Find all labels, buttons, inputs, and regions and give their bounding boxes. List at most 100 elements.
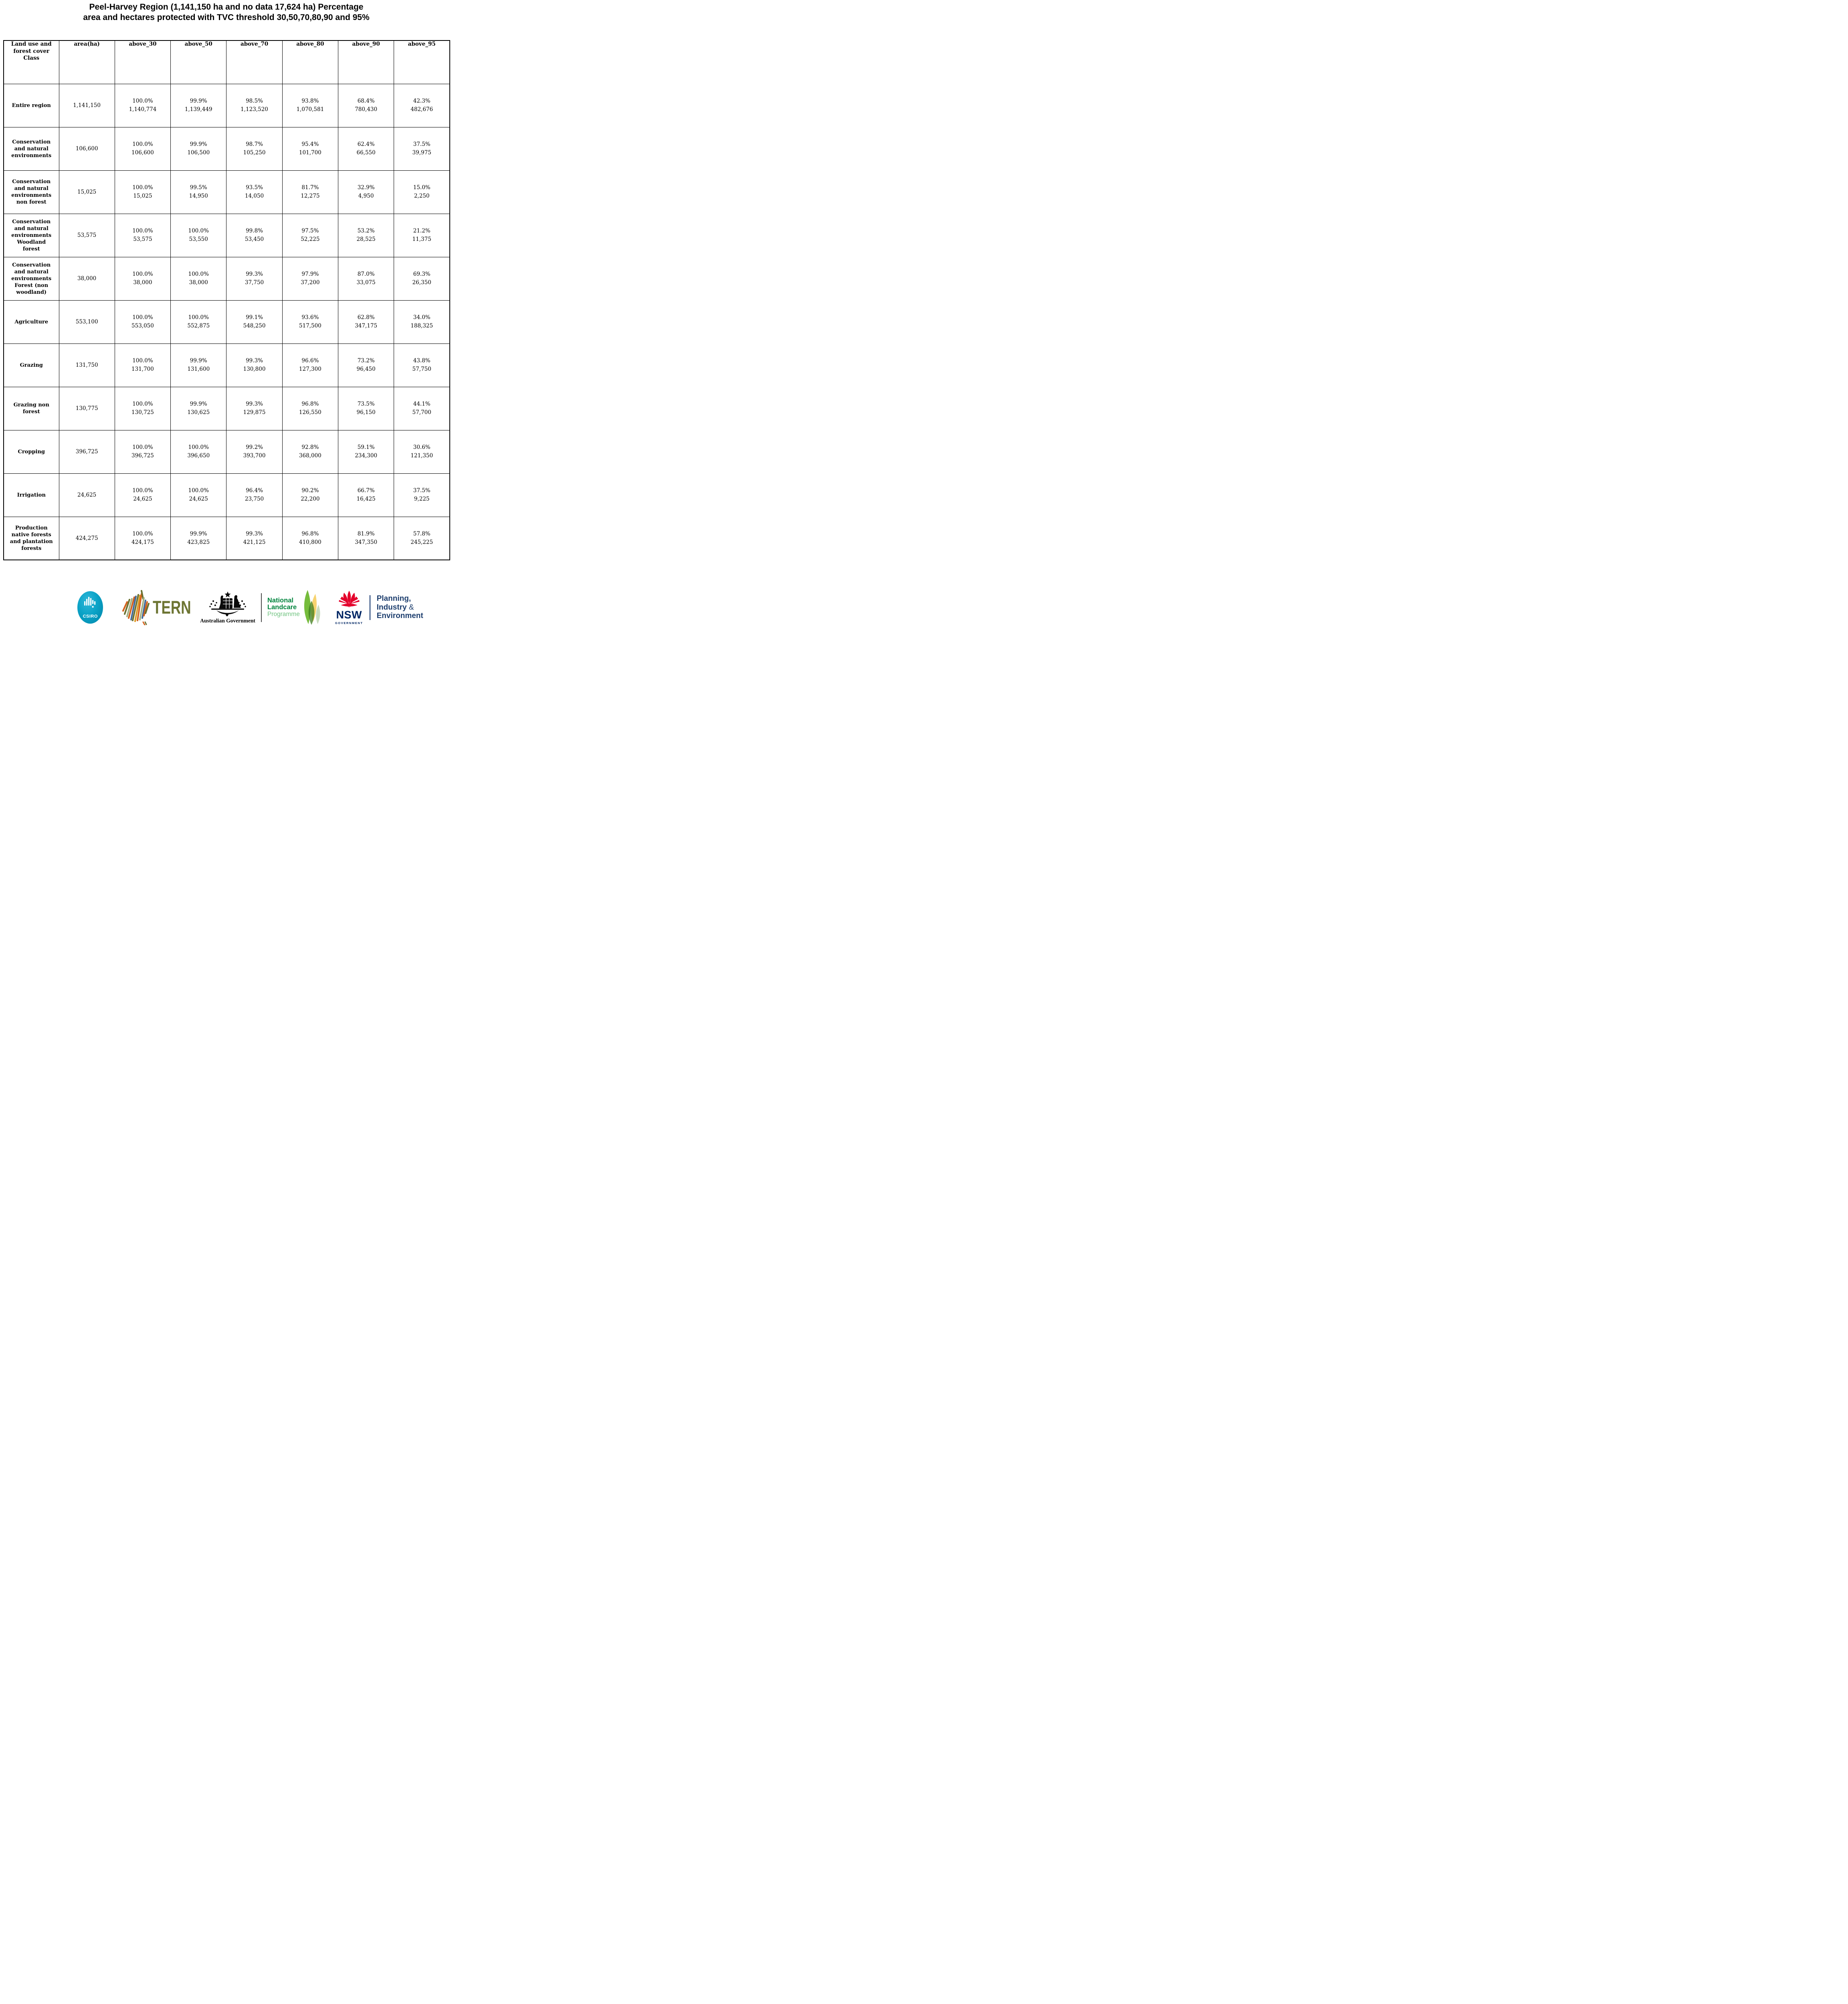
footer-logo-strip: CSIRO TERN: [0, 588, 453, 626]
above-70-cell: 99.3% 130,800: [226, 343, 283, 387]
logo-divider-line: [261, 593, 262, 622]
row-label-cell: Conservation and natural environments Wo…: [3, 213, 59, 257]
percent-value: 99.8%: [246, 228, 263, 234]
hectares-value: 28,525: [356, 236, 376, 242]
above-70-cell: 99.8% 53,450: [226, 213, 283, 257]
percent-value: 53.2%: [357, 228, 375, 234]
above-95-cell: 57.8% 245,225: [394, 516, 450, 560]
above-80-cell: 81.7% 12,275: [282, 170, 338, 214]
hectares-value: 12,275: [301, 193, 320, 199]
percent-value: 100.0%: [132, 98, 153, 104]
percent-value: 37.5%: [413, 141, 431, 147]
percent-value: 90.2%: [301, 487, 319, 494]
above-90-cell: 59.1% 234,300: [338, 430, 394, 474]
above-70-cell: 99.3% 129,875: [226, 386, 283, 430]
landcare-word-landcare: Landcare: [267, 604, 297, 611]
area-cell: 131,750: [59, 343, 115, 387]
header-above-80: above_80: [282, 40, 338, 84]
percent-value: 37.5%: [413, 487, 431, 494]
hectares-value: 66,550: [356, 149, 376, 156]
table-row: Conservation and natural environments 10…: [3, 127, 450, 171]
percent-value: 99.3%: [246, 358, 263, 364]
above-90-cell: 62.8% 347,175: [338, 300, 394, 344]
above-50-cell: 99.9% 130,625: [170, 386, 227, 430]
above-30-cell: 100.0% 24,625: [114, 473, 171, 517]
above-70-cell: 99.2% 393,700: [226, 430, 283, 474]
above-50-cell: 100.0% 24,625: [170, 473, 227, 517]
percent-value: 99.3%: [246, 271, 263, 277]
above-50-cell: 99.9% 131,600: [170, 343, 227, 387]
area-cell: 53,575: [59, 213, 115, 257]
table-row: Cropping 396,725 100.0% 396,725 100.0% 396…: [3, 430, 450, 474]
hectares-value: 96,450: [356, 366, 376, 372]
above-70-cell: 99.3% 37,750: [226, 257, 283, 301]
above-90-cell: 87.0% 33,075: [338, 257, 394, 301]
area-cell: 106,600: [59, 127, 115, 171]
percent-value: 96.8%: [301, 401, 319, 407]
hectares-value: 245,225: [410, 539, 433, 545]
above-95-cell: 21.2% 11,375: [394, 213, 450, 257]
percent-value: 69.3%: [413, 271, 431, 277]
hectares-value: 26,350: [412, 279, 431, 286]
nsw-wordmark: NSW: [336, 609, 362, 621]
waratah-icon: [339, 590, 360, 607]
hectares-value: 347,175: [355, 323, 378, 329]
hectares-value: 393,700: [243, 453, 266, 459]
above-95-cell: 43.8% 57,750: [394, 343, 450, 387]
hectares-value: 130,625: [187, 409, 210, 416]
percent-value: 99.3%: [246, 530, 263, 537]
hectares-value: 126,550: [299, 409, 321, 416]
hectares-value: 482,676: [410, 106, 433, 113]
hectares-value: 421,125: [243, 539, 266, 545]
percent-value: 98.7%: [246, 141, 263, 147]
percent-value: 34.0%: [413, 314, 431, 321]
area-cell: 130,775: [59, 386, 115, 430]
percent-value: 93.5%: [246, 184, 263, 191]
hectares-value: 131,700: [131, 366, 154, 372]
area-value: 53,575: [77, 232, 97, 238]
above-95-cell: 15.0% 2,250: [394, 170, 450, 214]
row-label: Cropping: [18, 448, 45, 455]
row-label-cell: Entire region: [3, 83, 59, 127]
hectares-value: 396,650: [187, 453, 210, 459]
above-95-cell: 69.3% 26,350: [394, 257, 450, 301]
above-90-cell: 32.9% 4,950: [338, 170, 394, 214]
tern-logo: TERN: [121, 590, 191, 625]
above-90-cell: 73.2% 96,450: [338, 343, 394, 387]
nsw-government-label: GOVERNMENT: [335, 621, 363, 625]
row-label: Entire region: [12, 102, 51, 109]
percent-value: 100.0%: [188, 487, 209, 494]
hectares-value: 552,875: [187, 323, 210, 329]
percent-value: 99.9%: [190, 141, 207, 147]
above-95-cell: 37.5% 39,975: [394, 127, 450, 171]
agency-line-industry: Industry &: [377, 603, 414, 612]
above-90-cell: 68.4% 780,430: [338, 83, 394, 127]
percent-value: 100.0%: [132, 444, 153, 450]
hectares-value: 24,625: [133, 496, 152, 502]
above-50-cell: 99.5% 14,950: [170, 170, 227, 214]
above-30-cell: 100.0% 553,050: [114, 300, 171, 344]
hectares-value: 37,750: [245, 279, 264, 286]
percent-value: 100.0%: [132, 141, 153, 147]
hectares-value: 96,150: [356, 409, 376, 416]
percent-value: 81.7%: [301, 184, 319, 191]
above-80-cell: 96.8% 126,550: [282, 386, 338, 430]
row-label-cell: Agriculture: [3, 300, 59, 344]
above-50-cell: 100.0% 396,650: [170, 430, 227, 474]
hectares-value: 396,725: [131, 453, 154, 459]
percent-value: 30.6%: [413, 444, 431, 450]
percent-value: 99.9%: [190, 401, 207, 407]
above-30-cell: 100.0% 15,025: [114, 170, 171, 214]
percent-value: 93.6%: [301, 314, 319, 321]
above-80-cell: 96.6% 127,300: [282, 343, 338, 387]
area-value: 131,750: [75, 362, 98, 368]
hectares-value: 9,225: [414, 496, 430, 502]
above-30-cell: 100.0% 106,600: [114, 127, 171, 171]
header-above-95: above_95: [394, 40, 450, 84]
percent-value: 44.1%: [413, 401, 431, 407]
percent-value: 96.6%: [301, 358, 319, 364]
hectares-value: 14,050: [245, 193, 264, 199]
percent-value: 100.0%: [188, 271, 209, 277]
area-cell: 15,025: [59, 170, 115, 214]
percent-value: 73.5%: [357, 401, 375, 407]
